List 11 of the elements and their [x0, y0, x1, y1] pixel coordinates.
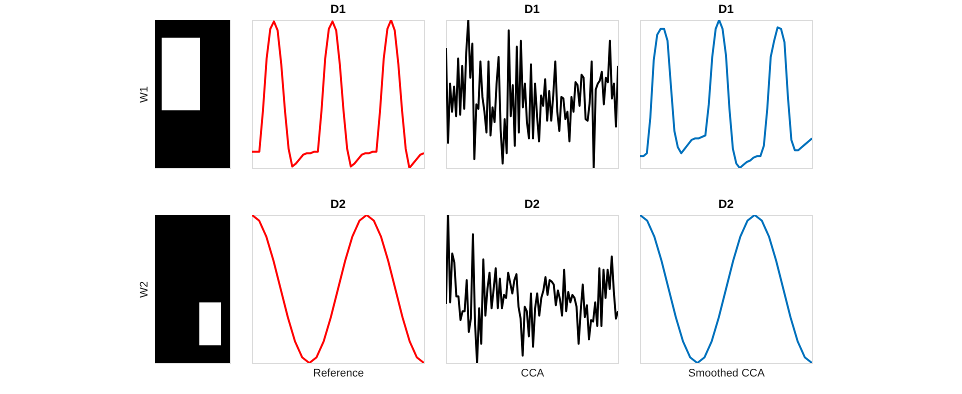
text: W1: [138, 86, 150, 103]
x-axis-title: Smoothed CCA: [688, 368, 766, 380]
chart-title: D1: [330, 2, 346, 16]
chart-title: D2: [718, 197, 734, 211]
chart-title: D2: [330, 197, 346, 211]
chart-title: D1: [718, 2, 734, 16]
text: W2: [138, 281, 150, 298]
x-axis-title: Reference: [313, 368, 364, 380]
x-axis-title: CCA: [520, 368, 545, 380]
chart-title: D2: [524, 197, 540, 211]
chart-title: D1: [524, 2, 540, 16]
